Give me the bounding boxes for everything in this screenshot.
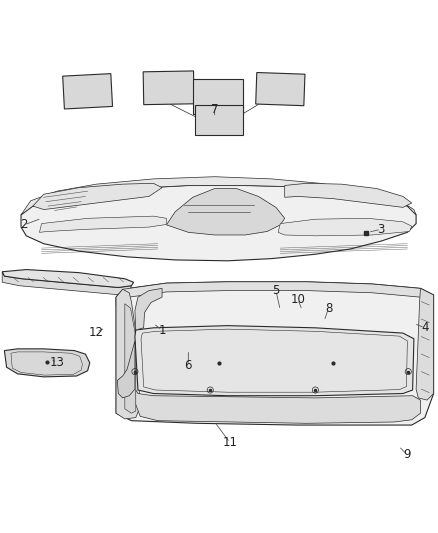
Polygon shape (135, 326, 414, 395)
Polygon shape (117, 341, 135, 398)
Polygon shape (195, 106, 243, 135)
Polygon shape (116, 282, 434, 425)
Text: 10: 10 (290, 293, 305, 306)
Polygon shape (135, 390, 420, 423)
Polygon shape (39, 216, 166, 232)
Polygon shape (135, 288, 162, 330)
Text: 13: 13 (49, 357, 64, 369)
Polygon shape (143, 71, 194, 104)
Polygon shape (256, 72, 305, 106)
Text: 4: 4 (421, 321, 429, 334)
Polygon shape (4, 349, 90, 377)
Polygon shape (416, 288, 434, 400)
Text: 8: 8 (325, 302, 332, 314)
Text: 3: 3 (378, 223, 385, 236)
Polygon shape (125, 304, 136, 413)
Text: 6: 6 (184, 359, 192, 372)
Polygon shape (21, 177, 416, 215)
Text: 9: 9 (403, 448, 411, 462)
Polygon shape (2, 270, 134, 287)
Text: 11: 11 (223, 436, 237, 449)
Polygon shape (21, 185, 416, 261)
Text: 12: 12 (89, 326, 104, 338)
Polygon shape (285, 183, 412, 207)
Text: 1: 1 (158, 324, 166, 336)
Polygon shape (116, 282, 434, 306)
Polygon shape (166, 189, 285, 235)
Polygon shape (278, 219, 412, 236)
Polygon shape (2, 272, 131, 295)
Text: 5: 5 (272, 284, 279, 297)
Polygon shape (193, 79, 244, 114)
Polygon shape (33, 183, 162, 209)
Polygon shape (63, 74, 113, 109)
Text: 2: 2 (20, 219, 28, 231)
Text: 7: 7 (211, 103, 219, 116)
Polygon shape (116, 289, 140, 419)
